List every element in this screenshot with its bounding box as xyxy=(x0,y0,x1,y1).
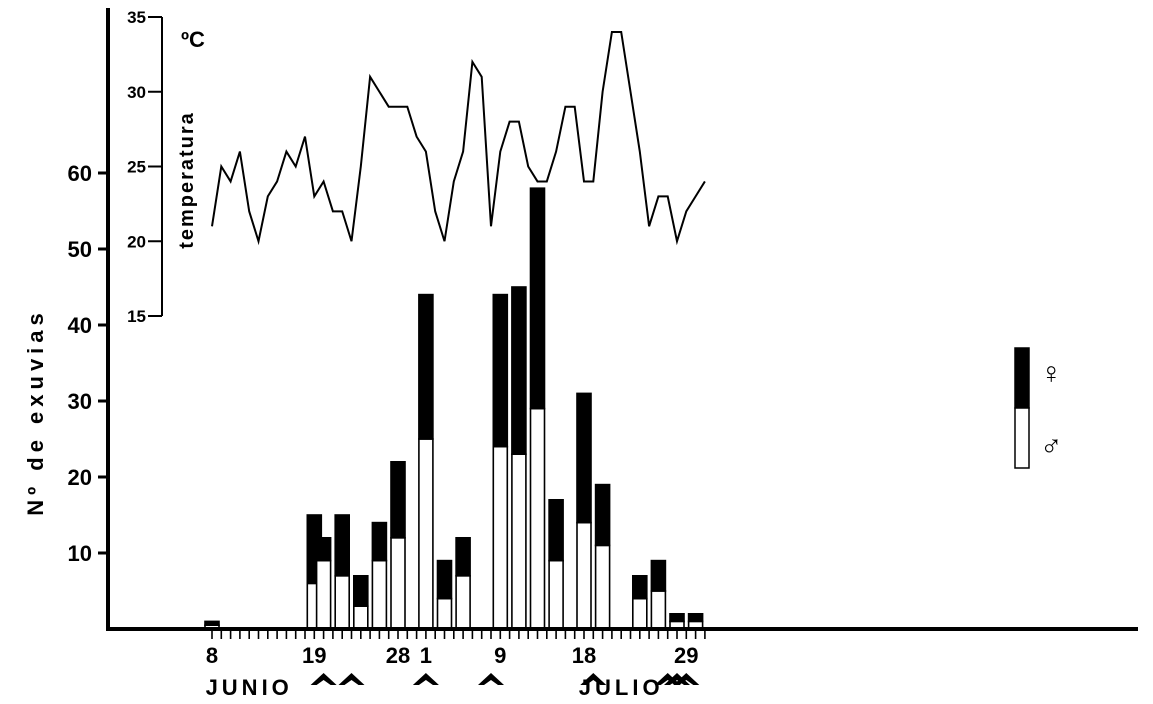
temperature-unit-label: ºC xyxy=(181,27,205,52)
bar-male xyxy=(315,559,332,630)
arrow-marker xyxy=(664,673,690,685)
temperature-tick-label: 25 xyxy=(127,158,146,177)
legend-female-label: ♀ xyxy=(1040,357,1063,390)
bar-female xyxy=(511,286,527,455)
bar-female xyxy=(436,559,453,600)
bar-female xyxy=(492,293,509,448)
bar-female xyxy=(631,574,648,600)
bar-male xyxy=(352,605,369,630)
temperature-tick-label: 20 xyxy=(127,232,146,251)
bar-female xyxy=(315,536,332,562)
bar-female xyxy=(455,536,471,577)
temperature-line xyxy=(211,30,706,246)
bar-female xyxy=(576,392,592,524)
x-tick-label: 28 xyxy=(386,643,410,668)
legend-female-swatch xyxy=(1014,347,1030,409)
x-tick-label: 29 xyxy=(674,643,698,668)
bar-male xyxy=(548,559,564,630)
arrow-marker xyxy=(673,673,700,685)
bar-male xyxy=(334,574,351,630)
bar-male xyxy=(650,590,667,630)
y-axis-label: Nº de exuvias xyxy=(23,308,48,516)
y-tick-label: 60 xyxy=(68,161,92,186)
bar-female xyxy=(418,293,434,440)
arrow-marker xyxy=(310,673,337,685)
arrow-marker xyxy=(580,673,607,685)
bar-female xyxy=(594,483,611,547)
bar-female xyxy=(352,574,369,607)
temperature-tick-label: 15 xyxy=(127,307,146,326)
bar-male xyxy=(594,544,611,630)
bar-female xyxy=(390,460,406,539)
x-tick-label: 18 xyxy=(572,643,596,668)
bar-female xyxy=(371,521,388,562)
axes-layer xyxy=(98,8,1138,639)
bar-female xyxy=(650,559,667,592)
bar-male xyxy=(529,407,546,630)
bar-female xyxy=(687,612,704,623)
bar-male xyxy=(371,559,388,630)
arrow-marker xyxy=(412,673,439,685)
bar-female xyxy=(529,187,546,410)
x-tick-label: 9 xyxy=(494,643,506,668)
x-tick-label: 1 xyxy=(420,643,432,668)
x-tick-label: 8 xyxy=(206,643,218,668)
temperature-tick-label: 30 xyxy=(127,83,146,102)
bar-female xyxy=(669,612,685,623)
y-tick-label: 30 xyxy=(68,389,92,414)
temperature-tick-label: 35 xyxy=(127,8,146,27)
bar-male xyxy=(511,453,527,630)
x-tick-label: 19 xyxy=(302,643,326,668)
temperature-axis-label: temperatura xyxy=(176,111,198,249)
bar-male xyxy=(492,445,509,630)
legend-male-swatch xyxy=(1014,407,1030,469)
bar-female xyxy=(334,514,351,577)
bar-male xyxy=(631,597,648,630)
y-tick-label: 20 xyxy=(68,465,92,490)
bar-male xyxy=(390,536,406,630)
legend-male-label: ♂ xyxy=(1040,429,1063,462)
y-tick-label: 40 xyxy=(68,313,92,338)
y-tick-label: 50 xyxy=(68,237,92,262)
bar-male xyxy=(436,597,453,630)
arrow-marker xyxy=(654,673,681,685)
bar-male xyxy=(576,521,592,630)
arrow-marker xyxy=(478,673,504,685)
bar-female xyxy=(548,498,564,562)
bar-male xyxy=(455,574,471,630)
bars-layer xyxy=(204,187,704,630)
temperature-line-layer xyxy=(211,30,706,246)
y-tick-label: 10 xyxy=(68,541,92,566)
bar-male xyxy=(418,438,434,630)
bar-female xyxy=(204,620,220,627)
arrow-marker xyxy=(338,673,365,685)
month-label: JUNIO xyxy=(206,675,293,700)
